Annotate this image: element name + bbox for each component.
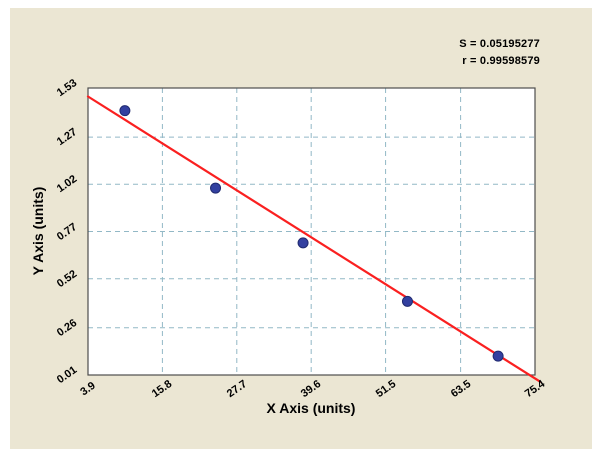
plot-border — [87, 87, 536, 376]
stat-r-value: r = 0.99598579 — [462, 55, 540, 67]
data-point — [401, 295, 413, 307]
data-point — [297, 237, 309, 249]
chart-panel: S = 0.05195277 r = 0.99598579 3.9 15.8 27.… — [10, 8, 592, 449]
regression-line — [86, 95, 542, 383]
stat-s-value: S = 0.05195277 — [459, 38, 540, 50]
data-point — [492, 350, 504, 362]
x-axis-title: X Axis (units) — [266, 400, 356, 416]
data-point — [210, 182, 222, 194]
chart-plot — [86, 87, 542, 383]
data-point — [119, 105, 131, 117]
y-axis-title: Y Axis (units) — [30, 186, 46, 276]
stats-annotation: S = 0.05195277 r = 0.99598579 — [459, 36, 540, 70]
